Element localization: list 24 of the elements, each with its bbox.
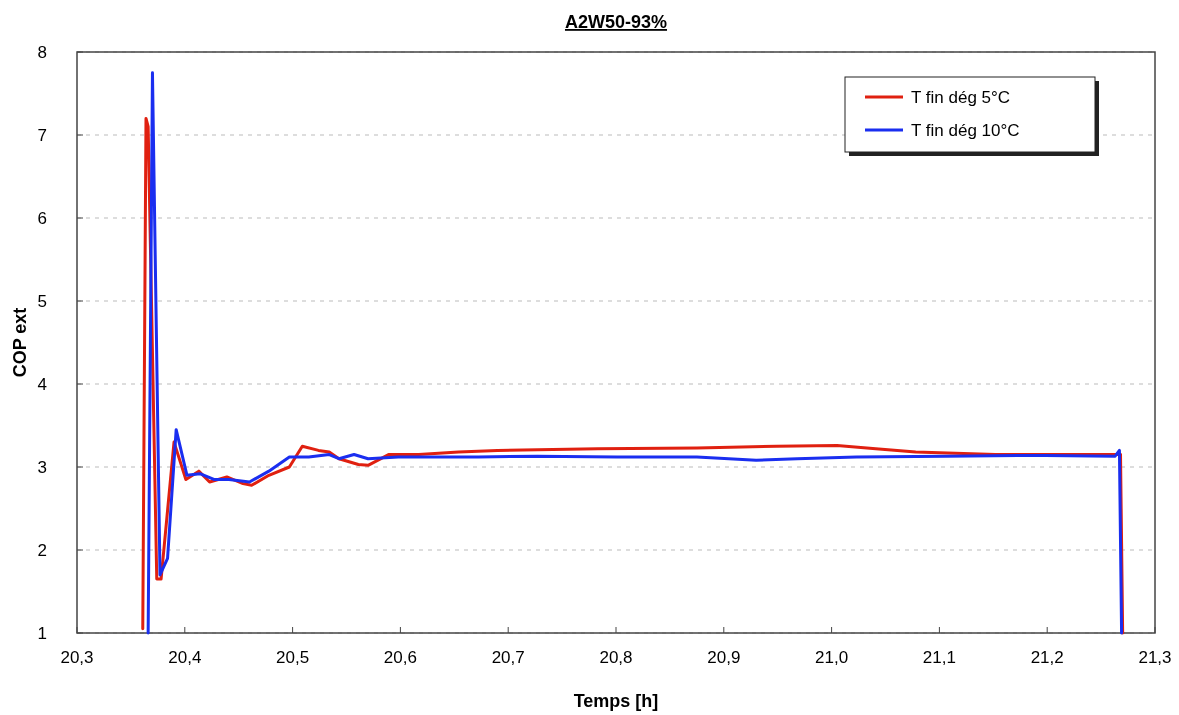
x-tick-label: 20,9 — [707, 648, 741, 667]
y-tick-label: 2 — [37, 541, 47, 560]
legend-label: T fin dég 10°C — [911, 121, 1020, 140]
x-tick-label: 21,3 — [1138, 648, 1172, 667]
legend-label: T fin dég 5°C — [911, 88, 1011, 107]
x-axis-title: Temps [h] — [573, 691, 659, 711]
x-tick-label: 20,5 — [276, 648, 310, 667]
y-tick-label: 7 — [37, 126, 47, 145]
y-tick-label: 8 — [37, 43, 47, 62]
x-tick-label: 21,1 — [922, 648, 956, 667]
y-tick-label: 3 — [37, 458, 47, 477]
y-tick-label: 4 — [37, 375, 47, 394]
y-tick-label: 5 — [37, 292, 47, 311]
y-tick-label: 1 — [37, 624, 47, 643]
x-tick-label: 20,4 — [168, 648, 202, 667]
y-tick-label: 6 — [37, 209, 47, 228]
x-tick-label: 21,0 — [815, 648, 849, 667]
chart-title: A2W50-93% — [564, 12, 668, 32]
x-tick-label: 20,6 — [383, 648, 417, 667]
x-tick-label: 20,7 — [491, 648, 525, 667]
x-tick-label: 20,3 — [60, 648, 94, 667]
x-tick-label: 20,8 — [599, 648, 633, 667]
x-tick-label: 21,2 — [1030, 648, 1064, 667]
y-axis-title: COP ext — [10, 307, 30, 378]
